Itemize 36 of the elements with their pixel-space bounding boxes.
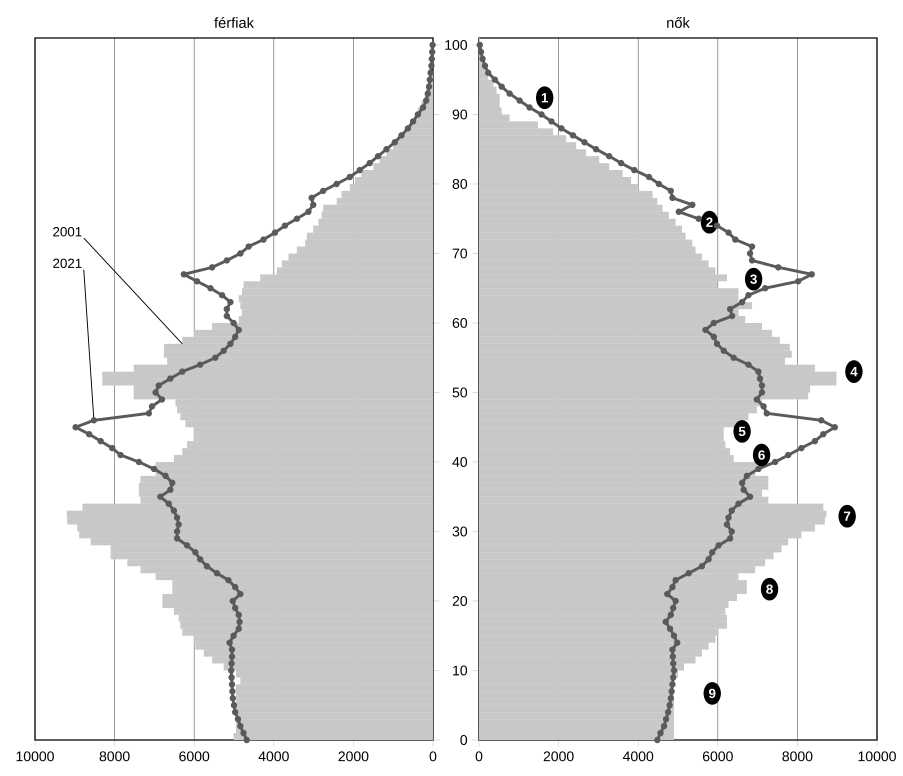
chart-title: férfiak (214, 17, 254, 28)
annotation: 2 (706, 218, 713, 227)
annotation: 9 (708, 688, 716, 698)
x-tick-label: 10000 (16, 751, 54, 762)
annotation: 4 (850, 367, 858, 376)
annotation: 5 (738, 426, 746, 436)
y-tick-label: 0 (460, 735, 468, 745)
annotation: 1 (542, 93, 548, 102)
x-tick-label: 2000 (544, 751, 574, 762)
y-tick-label: 70 (452, 248, 468, 258)
x-tick-label: 8000 (100, 751, 130, 762)
x-tick-label: 0 (430, 751, 436, 762)
y-tick-label: 10 (453, 666, 468, 676)
x-tick-label: 8000 (782, 751, 812, 762)
annotation: 6 (758, 450, 765, 460)
y-tick-label: 60 (452, 318, 468, 328)
x-tick-label: 6000 (179, 751, 210, 762)
x-tick-label: 6000 (702, 751, 733, 762)
annotation: 8 (766, 584, 773, 594)
x-tick-label: 10000 (858, 751, 896, 762)
y-tick-label: 40 (452, 457, 468, 467)
y-tick-label: 80 (452, 179, 468, 189)
x-tick-label: 4000 (622, 751, 654, 762)
x-tick-label: 2000 (338, 751, 368, 762)
annotation: 7 (844, 512, 850, 521)
y-tick-label: 50 (452, 388, 468, 398)
x-tick-label: 4000 (258, 751, 289, 762)
y-tick-label: 90 (452, 110, 468, 120)
y-tick-label: 20 (452, 596, 468, 606)
text: 2001 (53, 227, 82, 236)
chart-title: nők (667, 17, 690, 28)
y-tick-label: 100 (445, 40, 468, 50)
text: 2021 (53, 258, 82, 268)
annotation: 3 (750, 274, 757, 284)
y-tick-label: 30 (452, 526, 468, 536)
x-tick-label: 0 (476, 751, 482, 762)
